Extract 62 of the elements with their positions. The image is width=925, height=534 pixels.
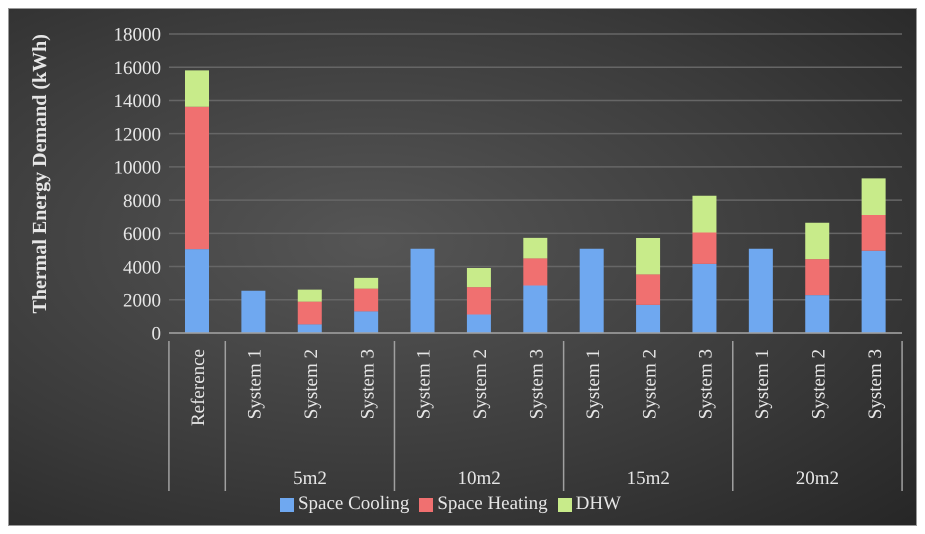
bar (354, 311, 378, 333)
x-tick-label: System 1 (244, 349, 266, 420)
bar (298, 324, 322, 333)
bar (185, 249, 209, 333)
text: 5m2 (293, 468, 327, 489)
x-tick-label: System 2 (808, 349, 830, 420)
x-tick-label: Reference (188, 349, 210, 426)
bar (580, 248, 604, 333)
bar (692, 196, 716, 233)
bar (692, 232, 716, 264)
y-tick-label: 16000 (114, 58, 161, 79)
x-tick-label: System 3 (696, 349, 717, 420)
text: 20m2 (796, 468, 840, 489)
text: 15m2 (626, 468, 670, 489)
bar (692, 264, 716, 333)
x-tick-label: System 3 (864, 349, 886, 420)
bar (298, 302, 322, 324)
bar (636, 274, 660, 305)
bar (185, 70, 209, 107)
y-tick-label: 12000 (114, 124, 161, 146)
bar (862, 250, 886, 333)
y-tick-label: 10000 (114, 158, 161, 179)
text: 10m2 (457, 468, 501, 489)
bar (523, 258, 548, 286)
y-tick-label: 14000 (114, 91, 161, 112)
y-tick-label: 0 (152, 324, 161, 345)
legend-label: DHW (576, 493, 621, 514)
bar (185, 106, 209, 250)
x-tick-label: System 1 (752, 349, 774, 420)
bar (523, 285, 548, 333)
bar (466, 268, 491, 288)
bar (862, 178, 886, 216)
x-tick-label: System 3 (357, 349, 378, 420)
y-tick-label: 8000 (123, 190, 161, 212)
bar (410, 248, 435, 333)
bar (523, 238, 548, 258)
bar (805, 295, 830, 333)
x-tick-label: System 2 (639, 349, 660, 420)
bar (241, 290, 266, 333)
x-tick-label: System 3 (526, 349, 548, 420)
legend-label: Space Cooling (298, 493, 410, 514)
bar (636, 304, 660, 333)
bar (466, 314, 491, 333)
y-tick-label: 4000 (123, 257, 161, 278)
legend-label: Space Heating (437, 493, 548, 514)
bar (354, 288, 378, 312)
bar (805, 259, 830, 296)
y-axis-title: Thermal Energy Demand (kWh) (29, 34, 52, 314)
x-tick-label: System 1 (582, 349, 604, 420)
x-tick-label: System 2 (470, 349, 492, 420)
bar (298, 290, 322, 302)
x-tick-label: System 2 (300, 349, 322, 420)
x-tick-label: System 1 (414, 349, 435, 420)
bar (748, 248, 773, 333)
bar (862, 215, 886, 251)
bar (466, 287, 491, 315)
bar (805, 222, 830, 260)
bar (636, 238, 660, 274)
bar (354, 278, 378, 289)
y-tick-label: 2000 (123, 290, 161, 312)
y-tick-label: 18000 (114, 24, 161, 46)
y-tick-label: 6000 (123, 224, 161, 246)
